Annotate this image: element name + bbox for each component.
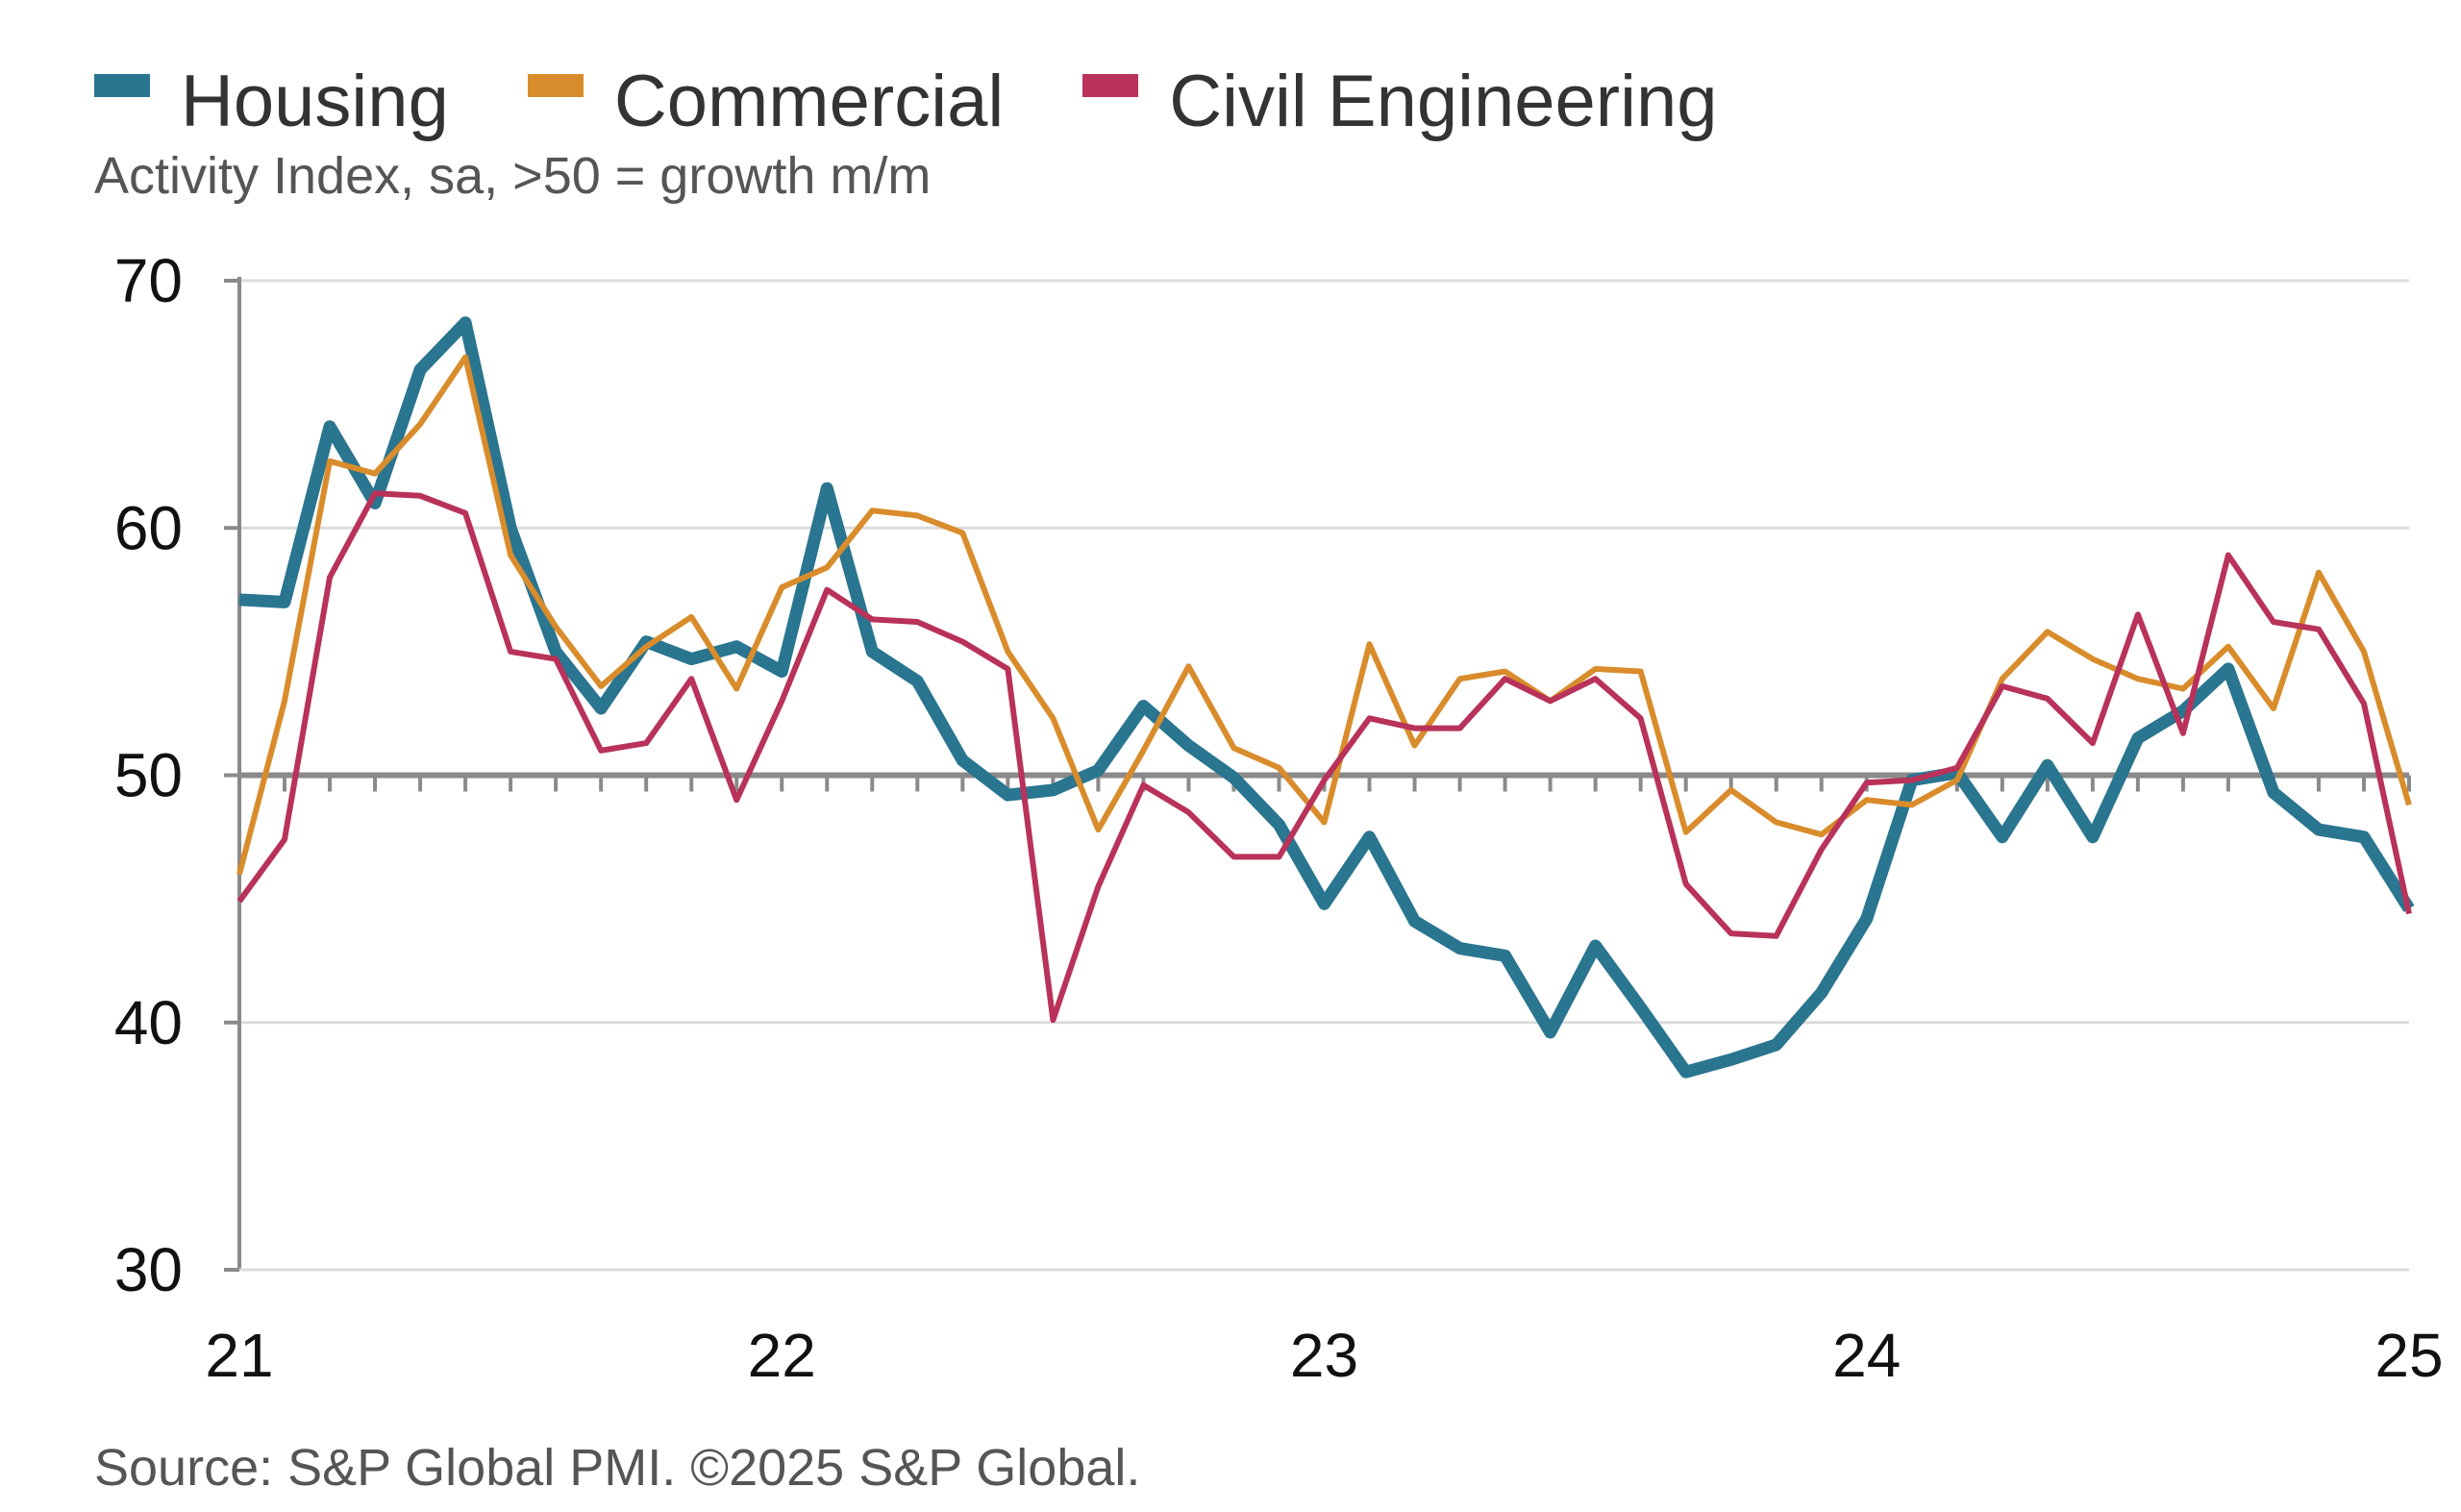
axes [224, 277, 2411, 1272]
legend-label-civil-engineering: Civil Engineering [1169, 61, 1718, 142]
gridlines [239, 279, 2409, 1025]
legend-swatch-housing [94, 73, 150, 97]
legend-item-civil-engineering: Civil Engineering [1082, 60, 1718, 143]
x-tick-label: 24 [1832, 1321, 1901, 1390]
y-tick-label: 60 [114, 493, 183, 562]
x-tick-label: 25 [2374, 1321, 2443, 1390]
legend-item-commercial: Commercial [527, 60, 1005, 143]
x-tick-label: 22 [748, 1321, 816, 1390]
series-line-civil-engineering [236, 490, 2412, 1024]
series-line-commercial [236, 354, 2412, 876]
x-tick-label: 23 [1290, 1321, 1358, 1390]
chart-subtitle: Activity Index, sa, >50 = growth m/m [94, 147, 932, 205]
legend-swatch-civil-engineering [1082, 73, 1139, 97]
legend-label-commercial: Commercial [613, 61, 1005, 142]
legend-item-housing: Housing [94, 60, 449, 143]
chart-source: Source: S&P Global PMI. ©2025 S&P Global… [94, 1439, 1141, 1497]
series-line-housing [238, 316, 2415, 1078]
y-tick-label: 40 [114, 988, 183, 1057]
x-tick-label: 21 [205, 1321, 273, 1390]
legend-swatch-commercial [527, 73, 584, 97]
y-tick-label: 30 [114, 1235, 183, 1304]
tick-labels: 30 40 50 60 70 21 22 23 24 25 [114, 246, 2444, 1390]
series-lines [236, 316, 2415, 1078]
legend-label-housing: Housing [181, 61, 449, 142]
y-tick-label: 70 [114, 246, 183, 315]
legend: Housing Commercial Civil Engineering [94, 60, 1797, 143]
y-tick-label: 50 [114, 741, 183, 810]
